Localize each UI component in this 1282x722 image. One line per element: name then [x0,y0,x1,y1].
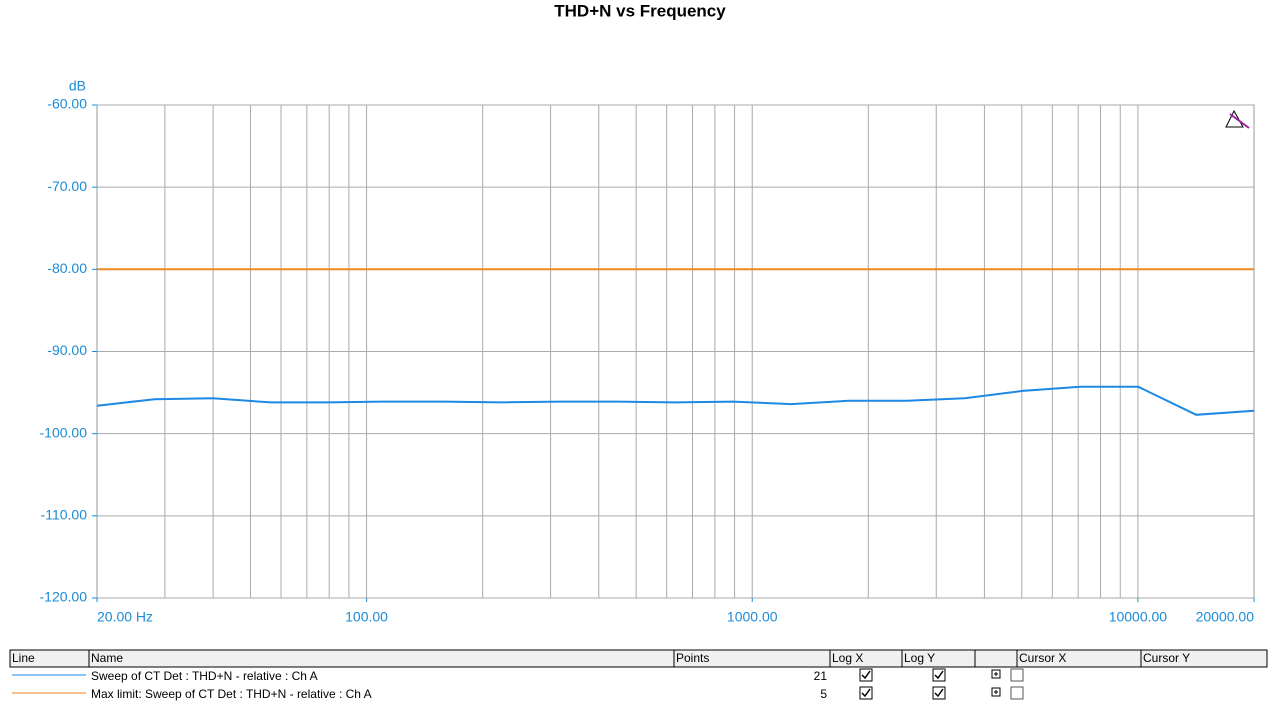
x-tick-label: 100.00 [345,609,388,625]
log-x-checkbox-check [861,670,871,680]
table-header: Log X [832,651,863,665]
x-tick-label: 20000.00 [1196,609,1255,625]
x-tick-label: 10000.00 [1109,609,1168,625]
y-tick-label: -70.00 [47,178,87,194]
expand-icon-plus [994,690,998,694]
log-y-checkbox [932,668,946,682]
x-tick-label: 20.00 Hz [97,609,153,625]
table-header: Log Y [904,651,935,665]
log-x-checkbox [859,686,873,700]
points-cell: 21 [814,669,828,683]
legend-label: Sweep of CT Det : THD+N - relative : Ch … [91,669,318,683]
y-tick-label: -90.00 [47,342,87,358]
y-tick-label: -120.00 [40,589,88,605]
cursor-box [1010,686,1024,700]
y-tick-label: -100.00 [40,424,88,440]
log-x-checkbox [859,668,873,682]
table-header: Name [91,651,123,665]
y-tick-label: -80.00 [47,260,87,276]
table-header: Cursor Y [1143,651,1190,665]
y-axis-label: dB [69,78,86,94]
log-y-checkbox-check [934,688,944,698]
y-tick-label: -110.00 [41,507,88,523]
log-y-checkbox [932,686,946,700]
expand-icon-plus [994,672,998,676]
y-tick-label: -60.00 [47,96,87,112]
table-header-bg [9,649,1268,668]
table-header: Cursor X [1019,651,1066,665]
log-y-checkbox-check [934,670,944,680]
cursor-box [1010,668,1024,682]
table-header: Points [676,651,709,665]
table-header: Line [12,651,35,665]
legend-label: Max limit: Sweep of CT Det : THD+N - rel… [91,687,372,701]
points-cell: 5 [820,687,827,701]
warning-icon [1225,109,1250,129]
chart-title: THD+N vs Frequency [554,1,726,20]
x-tick-label: 1000.00 [727,609,778,625]
log-x-checkbox-check [861,688,871,698]
series-line [96,385,1255,416]
